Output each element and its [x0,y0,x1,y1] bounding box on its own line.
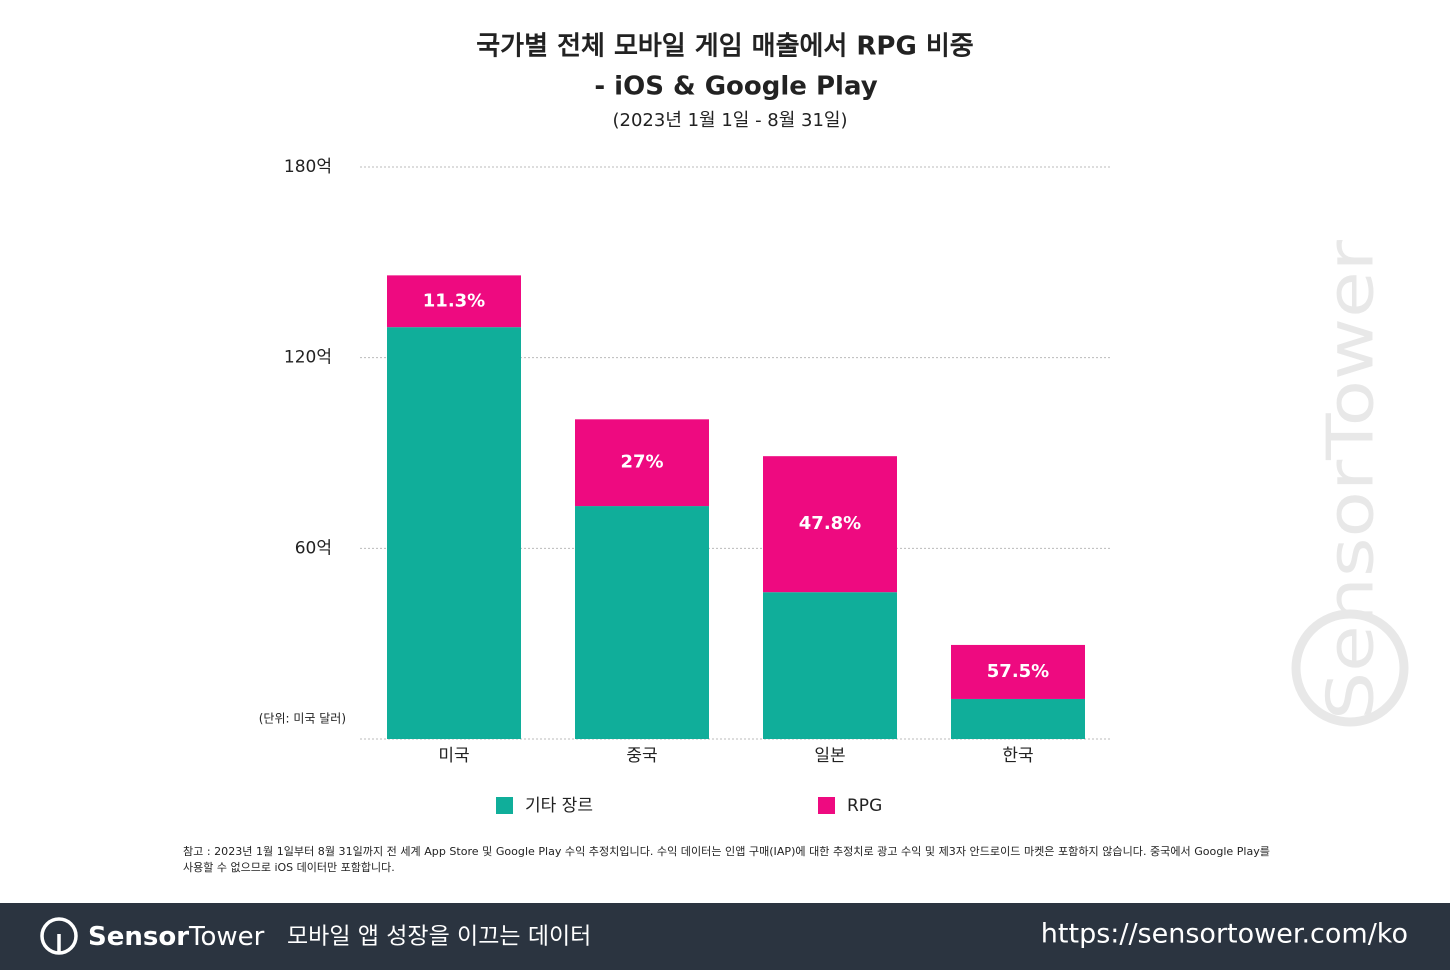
y-tick-label: 120억 [284,348,332,368]
chart-title-line2: - iOS & Google Play [594,72,877,102]
footer-url[interactable]: https://sensortower.com/ko [1041,919,1408,950]
bar-segment [575,419,709,507]
share-label: 47.8% [799,513,861,534]
watermark-text: SensorTower [1315,239,1389,720]
brand-bold: Sensor [88,922,189,952]
legend-swatch [818,797,835,814]
x-tick-label: 미국 [438,746,469,766]
footer: SensorTower 모바일 앱 성장을 이끄는 데이터 https://se… [0,903,1450,970]
x-tick-label: 중국 [626,746,657,766]
brand-light: Tower [188,922,265,952]
x-tick-label: 일본 [814,746,845,766]
bar-segment [763,592,897,739]
bar-segment [763,456,897,593]
bar-segment [387,327,521,739]
unit-note: (단위: 미국 달러) [259,712,346,726]
chart-title: 국가별 전체 모바일 게임 매출에서 RPG 비중 [476,32,973,62]
share-label: 27% [620,452,663,473]
watermark: SensorTower [1291,239,1409,727]
legend-label: 기타 장르 [525,796,593,816]
x-tick-label: 한국 [1002,746,1033,766]
footer-bar [0,903,1450,970]
chart-subtitle: (2023년 1월 1일 - 8월 31일) [612,110,847,131]
y-tick-label: 180억 [284,157,332,177]
y-tick-label: 60억 [295,538,332,558]
bar-segment [387,275,521,328]
bar-segment [575,506,709,739]
watermark-logo [1291,609,1409,727]
legend-swatch [496,797,513,814]
bar-segment [951,644,1085,699]
footer-tagline: 모바일 앱 성장을 이끄는 데이터 [287,924,591,950]
note: 사용할 수 없으므로 iOS 데이터만 포함합니다. [183,861,395,874]
share-label: 57.5% [987,661,1049,682]
footer-brand: SensorTower [88,922,265,952]
note: 참고 : 2023년 1월 1일부터 8월 31일까지 전 세계 App Sto… [183,844,1270,858]
share-label: 11.3% [423,290,485,311]
bar-segment [951,698,1085,739]
legend-label: RPG [847,796,882,816]
